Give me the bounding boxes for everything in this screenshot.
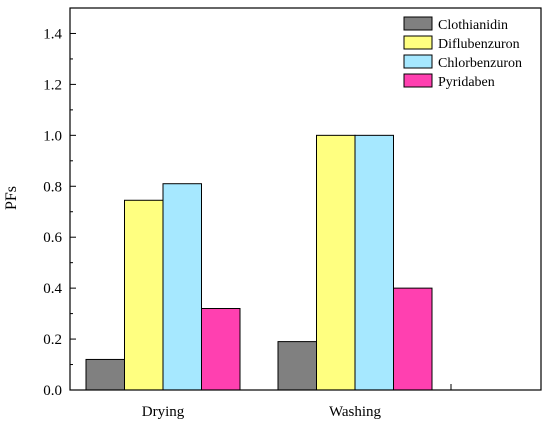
legend-swatch-diflubenzuron	[403, 35, 433, 50]
bar-diflubenzuron-drying	[124, 199, 164, 391]
bar-chlorbenzuron-drying	[162, 183, 202, 391]
bar-diflubenzuron-washing	[316, 134, 356, 391]
legend-swatch-clothianidin	[403, 16, 433, 31]
y-tick-label: 1.4	[43, 26, 62, 42]
x-tick-label-washing: Washing	[329, 404, 382, 420]
legend-swatch-chlorbenzuron	[403, 54, 433, 69]
y-tick-label: 1.0	[43, 128, 62, 144]
legend: Clothianidin Diflubenzuron Chlorbenzuron Py…	[403, 16, 522, 90]
legend-swatch-pyridaben	[403, 73, 433, 88]
x-tick-label-drying: Drying	[142, 404, 185, 420]
y-tick-label: 0.6	[43, 230, 62, 246]
y-tick-label: 0.0	[43, 383, 62, 399]
y-tick-label: 0.2	[43, 332, 62, 348]
bar-pyridaben-drying	[201, 308, 241, 391]
plot-frame	[69, 7, 542, 391]
y-axis-title: PFs	[3, 186, 20, 210]
y-tick-label: 0.8	[43, 179, 62, 195]
bars-group	[85, 134, 433, 391]
legend-label-chlorbenzuron: Chlorbenzuron	[438, 56, 522, 71]
bar-clothianidin-drying	[85, 358, 125, 391]
legend-label-clothianidin: Clothianidin	[438, 18, 508, 33]
y-tick-label: 1.2	[43, 77, 62, 93]
y-tick-label: 0.4	[43, 281, 62, 297]
bar-pyridaben-washing	[393, 287, 433, 391]
legend-label-pyridaben: Pyridaben	[438, 75, 495, 90]
bar-chlorbenzuron-washing	[354, 134, 394, 391]
legend-label-diflubenzuron: Diflubenzuron	[438, 37, 520, 52]
bar-clothianidin-washing	[277, 341, 317, 391]
axes-group: 0.0 0.2 0.4 0.6 0.8 1.0 1.2 1.4 Drying Washing	[43, 7, 542, 420]
